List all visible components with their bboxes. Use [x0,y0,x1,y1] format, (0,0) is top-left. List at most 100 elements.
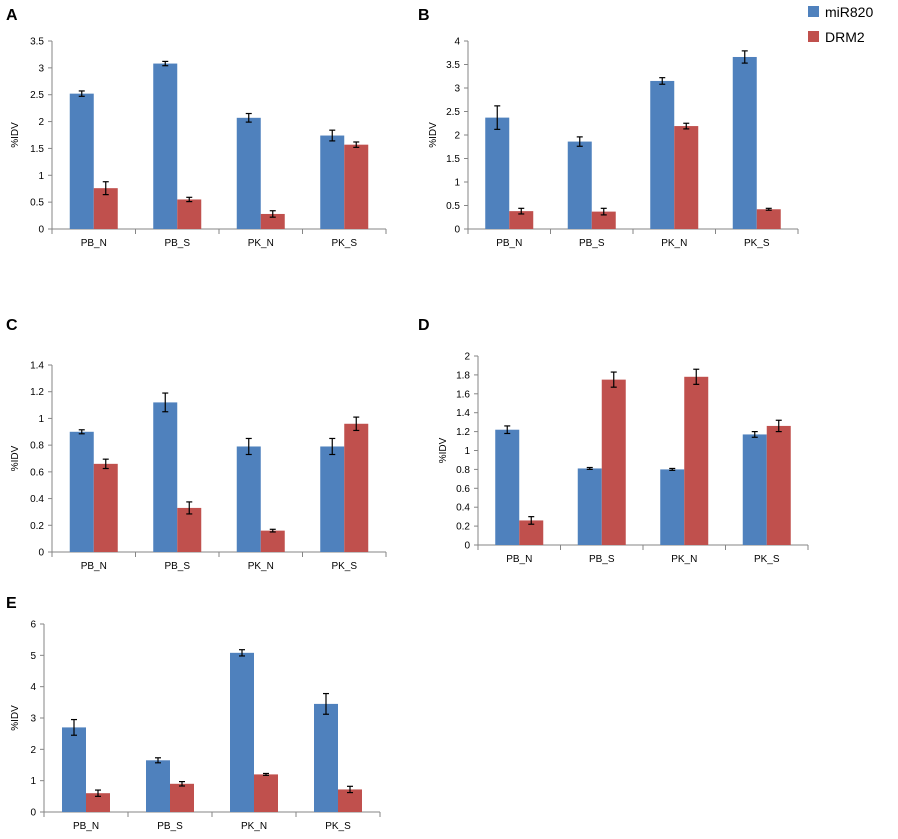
chart-panel-c: C 0 0.2 0.4 0.6 0.8 1 1.2 1.4 %IDV PB_N PB_S PK_N PK_… [6,317,387,572]
chart-panel-a: A 0 0.5 1 1.5 2 2.5 3 3.5 %IDV PB_N PB_S PK_N PK_S [6,7,387,249]
x-tick-label-e: PB_N [73,821,99,832]
bar-mir820-pb-s-a [153,63,178,230]
bar-drm2-pb-n-e [86,793,110,812]
y-tick-label-b: 2.5 [446,107,460,118]
panel-label-c: C [6,317,18,334]
bar-mir820-pk-n-c [236,446,261,552]
x-tick-label-c: PB_N [81,561,107,572]
bar-mir820-pk-n-b [650,80,675,229]
bar-drm2-pb-n-c [93,463,118,552]
chart-panel-b: B 0 0.5 1 1.5 2 2.5 3 3.5 4 %IDV PB_N PB_S PK_N PK_S [418,7,799,249]
legend-swatch-drm2 [808,31,819,42]
bar-drm2-pb-s-d [601,379,626,545]
panel-label-d: D [418,317,430,334]
y-tick-label-a: 3.5 [30,37,44,48]
bar-mir820-pk-s-e [314,703,338,812]
chart-panel-d: D 0 0.2 0.4 0.6 0.8 1 1.2 1.4 1.6 1.8 2 %IDV PB_N PB_S… [418,317,809,565]
x-tick-label-d: PB_S [589,554,615,565]
y-tick-label-b: 1.5 [446,154,460,165]
y-tick-label-a: 2.5 [30,90,44,101]
y-tick-label-b: 1 [454,178,460,189]
y-tick-label-d: 0.8 [456,465,470,476]
bar-mir820-pk-s-d [742,434,767,545]
y-tick-label-b: 0 [454,225,460,236]
x-tick-label-d: PB_N [506,554,532,565]
bar-drm2-pk-n-e [254,774,278,812]
legend-label-mir820: miR820 [825,4,873,20]
y-tick-label-c: 0.6 [30,467,44,478]
bar-drm2-pk-s-c [344,423,369,552]
y-tick-label-c: 0 [38,548,44,559]
y-tick-label-d: 0.4 [456,503,470,514]
y-axis-title-e: %IDV [10,705,21,731]
y-axis-title-a: %IDV [10,122,21,148]
legend-label-drm2: DRM2 [825,29,865,45]
y-tick-label-b: 3 [454,84,460,95]
y-tick-label-a: 0 [38,225,44,236]
bar-mir820-pb-n-b [485,117,510,229]
x-tick-label-a: PK_S [331,238,357,249]
legend: miR820 DRM2 [808,4,873,45]
x-tick-label-a: PK_N [248,238,274,249]
y-tick-label-d: 2 [464,352,470,363]
y-tick-label-b: 3.5 [446,60,460,71]
y-tick-label-d: 0.6 [456,484,470,495]
y-tick-label-c: 0.2 [30,521,44,532]
y-tick-label-e: 2 [30,745,36,756]
y-tick-label-c: 1 [38,414,44,425]
bar-mir820-pb-n-a [69,93,94,229]
x-tick-label-b: PK_N [661,238,687,249]
y-axis-title-c: %IDV [10,445,21,471]
y-tick-label-d: 0 [464,541,470,552]
bar-drm2-pb-n-b [509,211,534,229]
panel-label-e: E [6,595,17,612]
bar-drm2-pk-s-d [766,425,791,545]
y-tick-label-a: 1.5 [30,144,44,155]
panel-label-b: B [418,7,430,24]
x-tick-label-a: PB_N [81,238,107,249]
y-tick-label-d: 1.2 [456,427,470,438]
y-tick-label-d: 1.6 [456,389,470,400]
x-tick-label-c: PK_S [331,561,357,572]
y-tick-label-d: 0.2 [456,522,470,533]
bar-drm2-pk-s-a [344,144,369,229]
y-tick-label-e: 0 [30,808,36,819]
y-tick-label-a: 2 [38,117,44,128]
bar-drm2-pb-s-e [170,783,194,812]
y-tick-label-e: 6 [30,620,36,631]
bar-mir820-pb-s-d [577,468,602,545]
x-tick-label-c: PK_N [248,561,274,572]
y-tick-label-e: 3 [30,714,36,725]
bar-mir820-pk-n-a [236,117,261,229]
bar-mir820-pb-n-c [69,431,94,552]
bar-mir820-pb-s-b [567,141,592,229]
y-tick-label-c: 1.4 [30,361,44,372]
bar-mir820-pb-n-e [62,727,86,812]
x-tick-label-e: PK_N [241,821,267,832]
y-tick-label-e: 5 [30,651,36,662]
bar-drm2-pk-n-a [260,213,285,229]
y-axis-title-b: %IDV [428,122,439,148]
x-tick-label-b: PB_N [496,238,522,249]
bar-mir820-pk-s-b [732,56,757,230]
bar-mir820-pk-n-d [660,469,685,545]
y-tick-label-d: 1 [464,446,470,457]
bar-mir820-pb-n-d [495,429,520,545]
y-tick-label-e: 1 [30,776,36,787]
panel-label-a: A [6,7,18,24]
y-tick-label-d: 1.4 [456,408,470,419]
bar-drm2-pk-n-b [674,126,699,229]
x-tick-label-e: PK_S [325,821,351,832]
bar-drm2-pk-n-d [684,376,709,545]
bar-drm2-pb-s-b [591,211,616,229]
y-tick-label-a: 0.5 [30,198,44,209]
x-tick-label-b: PB_S [579,238,605,249]
x-tick-label-c: PB_S [164,561,190,572]
bar-drm2-pb-s-a [177,199,202,229]
bar-mir820-pk-n-e [230,652,254,812]
y-tick-label-c: 0.4 [30,494,44,505]
bar-mir820-pb-s-c [153,402,178,552]
x-tick-label-d: PK_N [671,554,697,565]
y-tick-label-a: 1 [38,171,44,182]
